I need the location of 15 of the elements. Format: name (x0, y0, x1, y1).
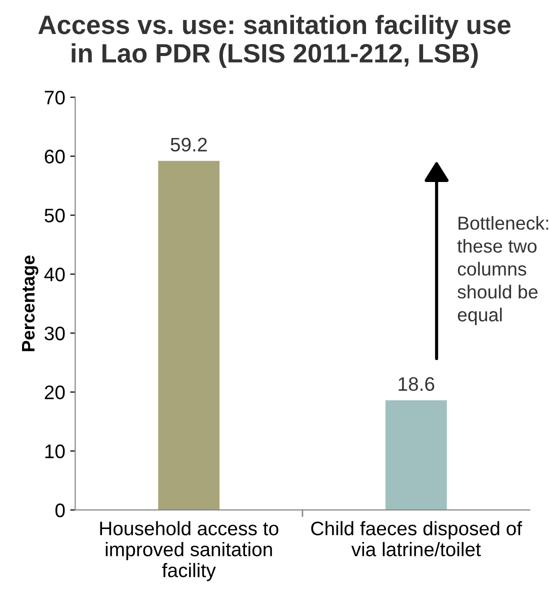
y-axis-title: Percentage (22, 256, 38, 352)
y-tick-label: 40 (44, 268, 65, 282)
y-tick-label: 0 (55, 503, 65, 518)
y-tick-label: 20 (44, 386, 65, 400)
y-tick-label: 60 (44, 150, 65, 164)
x-tick-label: Child faeces disposed of via latrine/toilet (311, 521, 522, 556)
x-tick-label: Household access to improved sanitation facility (100, 521, 278, 582)
y-tick-label: 50 (44, 208, 65, 222)
data-label: 59.2 (170, 138, 207, 152)
y-tick-label: 10 (45, 444, 65, 458)
annotation: Bottleneck: these two columns should be equal (457, 216, 548, 326)
data-label: 18.6 (398, 377, 434, 391)
chart-title: Access vs. use: sanitation facility use in Lao PDR (LSIS 2011-212, LSB) (38, 14, 510, 68)
y-tick-label: 70 (44, 90, 65, 104)
y-tick-label: 30 (44, 326, 65, 340)
